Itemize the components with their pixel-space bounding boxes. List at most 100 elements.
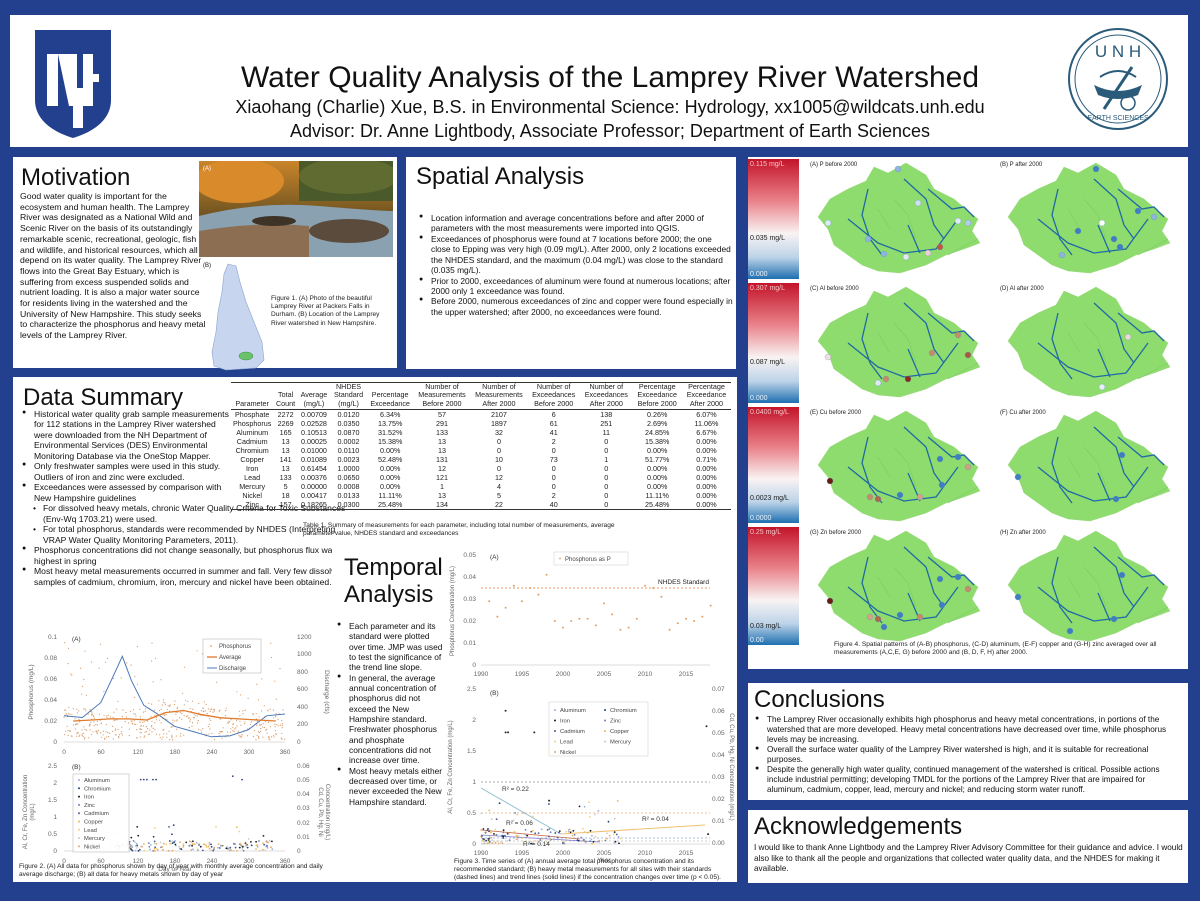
colorbar-zinc: 0.25 mg/L 0.03 mg/L 0.00 [748,527,799,645]
table-row: Aluminum 165 0.10513 0.0870 31.52% 133 32 41 11 2… [231,428,731,437]
table-cell: 0.00% [696,463,717,473]
svg-text:Phosphorus: Phosphorus [219,644,251,650]
table-cell: 0.00% [379,472,401,482]
table-row: Phosphorus 2269 0.02528 0.0350 13.75% 291 1897… [231,419,731,428]
table-cell: 0.01000 [300,445,327,455]
svg-text:Copper: Copper [84,820,103,826]
table-cell: 0.18265 [297,499,331,510]
table-cell: 0.0008 [337,481,360,491]
table-cell: 5 [283,481,288,491]
svg-text:1: 1 [472,779,476,786]
motivation-heading: Motivation [21,164,131,191]
table-cell: 0.00% [379,445,401,455]
table-header: Parameter [231,382,274,410]
svg-text:800: 800 [297,669,308,676]
list-item: Exceedances were assessed by comparison … [21,482,236,503]
svg-text:R² = 0.04: R² = 0.04 [642,816,669,823]
svg-text:2015: 2015 [679,671,694,678]
table-cell: 0.00% [696,490,717,500]
table-header: Number of Measurements Before 2000 [413,382,471,410]
list-item: For total phosphorus, standards were rec… [31,524,346,545]
svg-text:Zinc: Zinc [84,803,95,809]
motivation-panel: Motivation Good water quality is importa… [13,157,397,371]
svg-text:Phosphorus (mg/L): Phosphorus (mg/L) [28,664,35,719]
table-cell: 51.77% [645,454,670,464]
table-cell: 0 [551,445,556,455]
svg-text:Mercury: Mercury [610,740,631,746]
table-cell: 131 [435,454,448,464]
svg-text:(E) Cu before 2000: (E) Cu before 2000 [810,410,862,416]
svg-text:0: 0 [62,858,66,865]
table-cell: 15.38% [645,436,670,446]
spatial-heading: Spatial Analysis [416,163,585,190]
table-cell: 5 [496,490,501,500]
table-cell: 22 [470,499,528,510]
temporal-heading: Temporal Analysis [344,554,443,608]
acknowledgements-text: I would like to thank Anne Lightbody and… [754,843,1183,873]
table-cell: Mercury [239,481,266,491]
figure-3b-heavy-metals-chart: 2.521.5 10.50 0.070.060.05 0.040.030.02 … [448,686,734,864]
svg-text:U N H: U N H [1095,42,1141,61]
svg-text:200: 200 [297,721,308,728]
svg-text:2: 2 [53,780,57,787]
table-header: Number of Exceedances Before 2000 [527,382,581,410]
unh-shield-logo-icon [35,30,111,138]
table-cell: 25.48% [366,499,414,510]
table-cell: 0 [551,472,556,482]
table-cell: 0.0110 [337,445,360,455]
table-header: Average (mg/L) [297,382,331,410]
table-cell: 11 [602,427,611,437]
svg-text:300: 300 [244,858,255,865]
svg-text:0.03: 0.03 [297,805,310,812]
figure-3-time-series-charts: 0.05 0.04 0.03 0.02 0.01 0 1990 1995 2000 2005… [448,551,734,864]
table-cell: 0.0870 [337,427,360,437]
table-cell: 6.67% [696,427,717,437]
table-cell: 0 [580,499,633,510]
svg-text:NHDES Standard: NHDES Standard [658,579,709,586]
table-cell: 1.0000 [337,463,360,473]
svg-text:Cd, Cu, Pb, Hg, Ni Concentrati: Cd, Cu, Pb, Hg, Ni Concentration (mg/L) [728,713,734,820]
colorbar-aluminum: 0.307 mg/L 0.087 mg/L 0.000 [748,283,799,403]
table-cell: 52.48% [377,454,403,464]
svg-text:2000: 2000 [556,671,571,678]
svg-text:2015: 2015 [679,850,694,857]
svg-text:2010: 2010 [638,671,653,678]
svg-text:360: 360 [280,749,291,756]
svg-text:(D) Al after 2000: (D) Al after 2000 [1000,286,1044,292]
table-cell: 13 [281,436,290,446]
poster-title: Water Quality Analysis of the Lamprey Ri… [240,61,980,94]
svg-text:0: 0 [297,848,301,855]
svg-text:0.02: 0.02 [297,820,310,827]
list-item: Before 2000, numerous exceedances of zin… [418,296,733,317]
svg-text:EARTH SCIENCES: EARTH SCIENCES [1087,115,1149,122]
list-item: Phosphorus concentrations did not change… [21,545,346,566]
table-cell: 0 [551,463,556,473]
svg-text:1000: 1000 [297,651,312,658]
svg-text:0.1: 0.1 [48,634,57,641]
table-cell: 25.48% [632,499,682,510]
table-cell: 6.07% [696,409,717,419]
watershed-map: (B) P after 2000 [1000,162,1171,274]
table-row: Cadmium 13 0.00025 0.0002 15.38% 13 0 2 0 15.38% 0… [231,437,731,446]
table-cell: 24.85% [645,427,670,437]
svg-text:R² = 0.22: R² = 0.22 [502,786,529,793]
svg-text:0: 0 [53,739,57,746]
table-cell: 0 [604,445,609,455]
table-cell: 0.00% [696,472,717,482]
table-cell: 2272 [277,409,294,419]
table-cell: 11.11% [378,490,402,500]
table-header: NHDES Standard (mg/L) [330,382,367,410]
table-cell: 0.00417 [300,490,327,500]
list-item: The Lamprey River occasionally exhibits … [754,715,1184,745]
table-cell: 0.00% [696,436,717,446]
figure-2-caption: Figure 2. (A) All data for phosphorus sh… [19,863,323,879]
table-cell: Nickel [242,490,262,500]
svg-text:0.03: 0.03 [712,774,725,781]
svg-text:0.04: 0.04 [44,697,57,704]
svg-text:0.05: 0.05 [712,730,725,737]
figure-4-caption: Figure 4. Spatial patterns of (A-B) phos… [834,641,1157,657]
svg-text:0: 0 [472,841,476,848]
data-summary-heading: Data Summary [23,384,184,411]
list-item: Overall the surface water quality of the… [754,745,1184,765]
svg-text:0.02: 0.02 [44,718,57,725]
